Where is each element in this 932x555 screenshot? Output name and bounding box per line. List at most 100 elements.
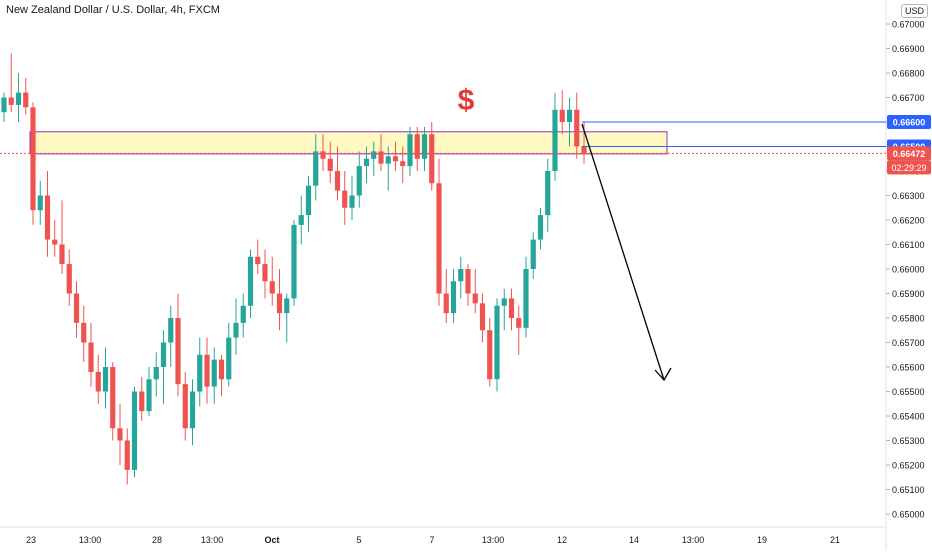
time-axis[interactable]: 23 13:00 28 13:00 Oct 5 7 13:00 12 14 13:00 19 21 — [26, 535, 840, 545]
currency-label[interactable]: USD — [900, 4, 928, 18]
candle-body — [385, 156, 391, 164]
candle-body — [255, 256, 261, 265]
candle-body — [66, 264, 72, 294]
candle-body — [226, 337, 232, 380]
candle-body — [392, 156, 399, 162]
candle-body — [407, 134, 413, 167]
candle-body — [400, 161, 406, 167]
candle-body — [204, 354, 210, 387]
candle-body — [182, 384, 188, 429]
candle-body — [581, 146, 587, 154]
candle-body — [284, 298, 290, 314]
level-upper-tag: 0.66600 — [893, 118, 926, 128]
time-tick-label: 13:00 — [482, 535, 505, 545]
candle-body — [15, 92, 22, 105]
candle-body — [349, 195, 355, 208]
candle-body — [168, 318, 174, 343]
time-tick-label: 23 — [26, 535, 36, 545]
candle-body — [44, 195, 51, 240]
candle-body — [8, 97, 14, 105]
candle-body — [102, 367, 109, 392]
candle-body — [530, 239, 536, 269]
candle-body — [298, 215, 304, 225]
candle-body — [189, 391, 196, 429]
price-tick-label: 0.65800 — [892, 314, 925, 324]
candle-body — [574, 109, 580, 147]
candle-body — [197, 354, 203, 392]
price-tick-label: 0.66900 — [892, 44, 925, 54]
time-tick-label: 28 — [152, 535, 162, 545]
resistance-zone[interactable] — [29, 131, 668, 155]
price-tick-label: 0.66200 — [892, 216, 925, 226]
candle-body — [247, 256, 254, 306]
time-tick-label: 13:00 — [201, 535, 224, 545]
candle-body — [342, 190, 348, 208]
candle-body — [566, 109, 573, 122]
price-tick-label: 0.66100 — [892, 240, 925, 250]
time-tick-label: 21 — [830, 535, 840, 545]
candle-body — [516, 318, 522, 328]
level-lines — [582, 121, 886, 147]
candle-body — [494, 305, 500, 380]
projection-arrow[interactable] — [581, 123, 672, 382]
candle-body — [487, 330, 493, 380]
candle-body — [501, 298, 507, 306]
candle-body — [240, 305, 246, 323]
candle-body — [276, 293, 283, 314]
candle-body — [479, 303, 486, 331]
candle-body — [378, 151, 384, 164]
price-tick-label: 0.65100 — [892, 485, 925, 495]
candle-body — [305, 185, 312, 216]
candle-body — [124, 440, 130, 470]
candle-body — [429, 134, 435, 184]
candle-body — [559, 109, 565, 122]
price-tick-label: 0.65400 — [892, 412, 925, 422]
countdown-tag: 02:29:29 — [891, 163, 926, 173]
candle-body — [160, 342, 167, 367]
price-tick-label: 0.65300 — [892, 436, 925, 446]
current-price-tag-bg — [887, 146, 931, 161]
price-tick-label: 0.66800 — [892, 69, 925, 79]
candle-body — [81, 322, 87, 343]
price-tick-label: 0.66300 — [892, 191, 925, 201]
time-tick-label: 19 — [757, 535, 767, 545]
candle-body — [320, 151, 326, 159]
candle-body — [313, 151, 319, 186]
candle-body — [52, 239, 58, 245]
price-tick-label: 0.65700 — [892, 338, 925, 348]
candle-body — [218, 359, 225, 380]
candle-body — [523, 269, 529, 328]
time-tick-label: 14 — [629, 535, 639, 545]
candle-body — [117, 428, 123, 441]
candle-body — [37, 195, 43, 211]
grid — [0, 0, 887, 550]
dollar-sign-annotation[interactable]: $ — [458, 84, 475, 117]
candle-body — [327, 158, 333, 171]
candle-body — [175, 318, 181, 385]
candle-body — [211, 359, 217, 387]
candle-body — [472, 293, 478, 304]
arrow-head — [654, 367, 672, 382]
candle-body — [465, 269, 471, 294]
candle-body — [139, 391, 145, 412]
price-tick-label: 0.67000 — [892, 20, 925, 30]
time-tick-label: 13:00 — [682, 535, 705, 545]
candle-body — [73, 293, 80, 323]
candle-body — [110, 367, 116, 429]
candle-body — [153, 367, 159, 380]
candle-body — [131, 391, 138, 470]
candle-body — [436, 183, 442, 294]
candle-body — [233, 322, 239, 338]
time-tick-label: Oct — [264, 535, 279, 545]
candle-body — [334, 171, 341, 191]
time-tick-label: 7 — [429, 535, 434, 545]
candle-body — [356, 166, 362, 196]
price-axis[interactable]: 0.670000.669000.668000.667000.666000.665… — [886, 20, 925, 520]
candle-body — [545, 171, 551, 216]
candle-body — [414, 134, 420, 159]
candle-body — [363, 158, 370, 167]
candle-body — [146, 379, 152, 412]
chart-title: New Zealand Dollar / U.S. Dollar, 4h, FX… — [6, 4, 220, 16]
candle-body — [88, 342, 94, 372]
